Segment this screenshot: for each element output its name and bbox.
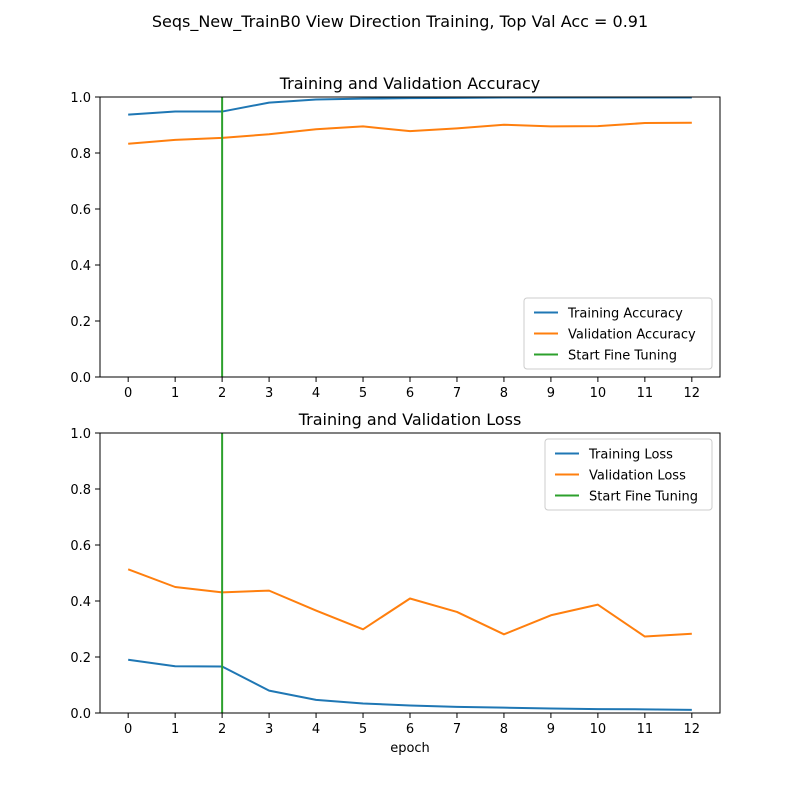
figure-title: Seqs_New_TrainB0 View Direction Training… [151,12,649,31]
chart2-x-tick-label: 5 [359,722,367,737]
chart2-x-tick-label: 6 [406,722,414,737]
chart2-x-tick-label: 3 [265,722,273,737]
chart2-legend [544,438,713,511]
chart1-y-tick-label: 0.0 [70,371,91,386]
chart2-y-tick-label: 0.0 [70,707,91,722]
chart1-legend-label: Start Fine Tuning [568,349,677,364]
chart2-x-tick-label: 0 [124,722,132,737]
chart1-x-tick-label: 5 [359,386,367,401]
chart2-plot-frame [99,432,721,714]
chart2-x-tick-label: 8 [500,722,508,737]
chart2-x-tick-label: 12 [684,722,701,737]
chart2-x-tick-label: 11 [637,722,654,737]
chart1-plot-frame [99,96,721,378]
chart1-y-tick-label: 0.8 [70,147,91,162]
chart2-y-tick-label: 1.0 [70,427,91,442]
chart1-x-tick-label: 1 [171,386,179,401]
chart2-series-validation-line [127,568,692,638]
chart2-title: Training and Validation Loss [298,410,522,429]
chart2-x-tick-label: 9 [547,722,555,737]
chart1-x-tick-label: 9 [547,386,555,401]
chart1-x-tick-label: 3 [265,386,273,401]
chart2-x-tick-label: 2 [218,722,226,737]
chart2-x-tick-label: 10 [590,722,607,737]
chart1-x-tick-label: 10 [590,386,607,401]
chart1-legend-label: Validation Accuracy [568,328,696,343]
chart1-x-tick-label: 2 [218,386,226,401]
chart2-x-tick-label: 1 [171,722,179,737]
chart2-legend-label: Training Loss [588,448,673,463]
chart1-x-tick-label: 4 [312,386,320,401]
chart1-x-tick-label: 8 [500,386,508,401]
chart1-y-tick-label: 1.0 [70,91,91,106]
chart2-legend-label: Validation Loss [589,469,686,484]
chart2-legend-label: Start Fine Tuning [589,490,698,505]
chart2-x-tick-label: 4 [312,722,320,737]
chart2-y-tick-label: 0.8 [70,483,91,498]
chart1-y-tick-label: 0.4 [70,259,91,274]
chart1-series-training-line [128,96,692,116]
chart1-title: Training and Validation Accuracy [279,74,541,93]
chart2-x-tick-label: 7 [453,722,461,737]
chart2-y-tick-label: 0.2 [70,651,91,666]
chart1-x-tick-label: 7 [453,386,461,401]
chart2-x-axis-label: epoch [390,741,430,756]
chart1-legend [523,297,713,370]
chart1-y-tick-label: 0.2 [70,315,91,330]
chart1-y-tick-label: 0.6 [70,203,91,218]
chart2-y-tick-label: 0.4 [70,595,91,610]
chart1-x-tick-label: 12 [684,386,701,401]
chart1-series-validation-line [128,121,692,145]
chart1-x-tick-label: 0 [124,386,132,401]
chart2-series-training-line [128,658,692,711]
chart1-legend-label: Training Accuracy [567,307,683,322]
chart1-x-tick-label: 6 [406,386,414,401]
chart2-y-tick-label: 0.6 [70,539,91,554]
chart1-x-tick-label: 11 [637,386,654,401]
